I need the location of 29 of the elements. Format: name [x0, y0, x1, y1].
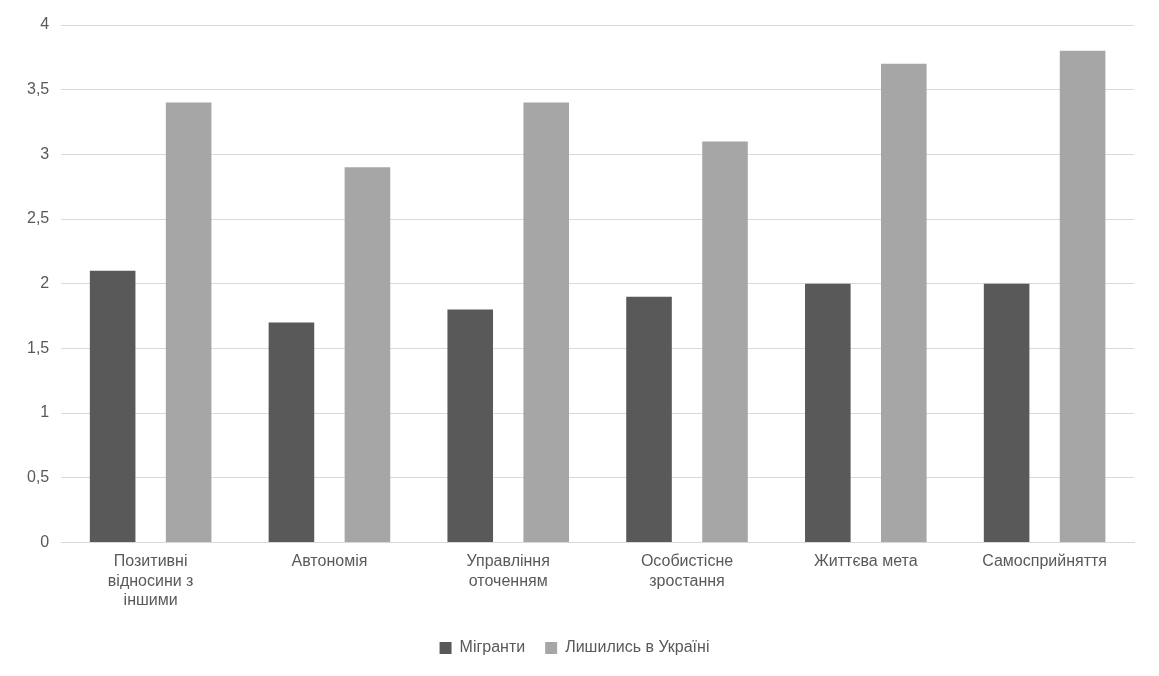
y-tick-label: 4	[40, 15, 50, 33]
y-tick-label: 3	[40, 144, 50, 162]
bar	[89, 270, 136, 542]
x-tick-label: Життєва мета	[814, 552, 918, 570]
bar	[626, 296, 672, 542]
bar	[523, 102, 570, 542]
y-tick-label: 0	[40, 532, 50, 550]
bar	[447, 309, 494, 542]
y-tick-label: 1	[40, 403, 50, 421]
y-tick-label: 2	[40, 274, 50, 292]
y-tick-label: 0,5	[26, 468, 50, 486]
bar	[165, 102, 212, 542]
legend-label: Лишились в Україні	[565, 638, 710, 656]
bar	[983, 283, 1030, 542]
bar	[805, 283, 851, 542]
x-tick-label: Самосприйняття	[982, 552, 1107, 570]
bar	[881, 63, 927, 542]
y-tick-label: 1,5	[26, 338, 50, 356]
x-tick-label: Управління оточенням	[466, 552, 550, 589]
y-tick-label: 2,5	[26, 209, 50, 227]
x-tick-label: Автономія	[291, 552, 368, 570]
y-tick-label: 3,5	[26, 80, 50, 98]
bar	[344, 167, 391, 542]
legend-label: Мігранти	[459, 638, 526, 656]
bar	[702, 141, 748, 542]
bar	[1059, 50, 1106, 542]
bar	[268, 322, 315, 542]
x-tick-label: Особистісне зростання	[640, 552, 734, 589]
x-tick-label: Позитивні відносини з іншими	[107, 552, 194, 608]
